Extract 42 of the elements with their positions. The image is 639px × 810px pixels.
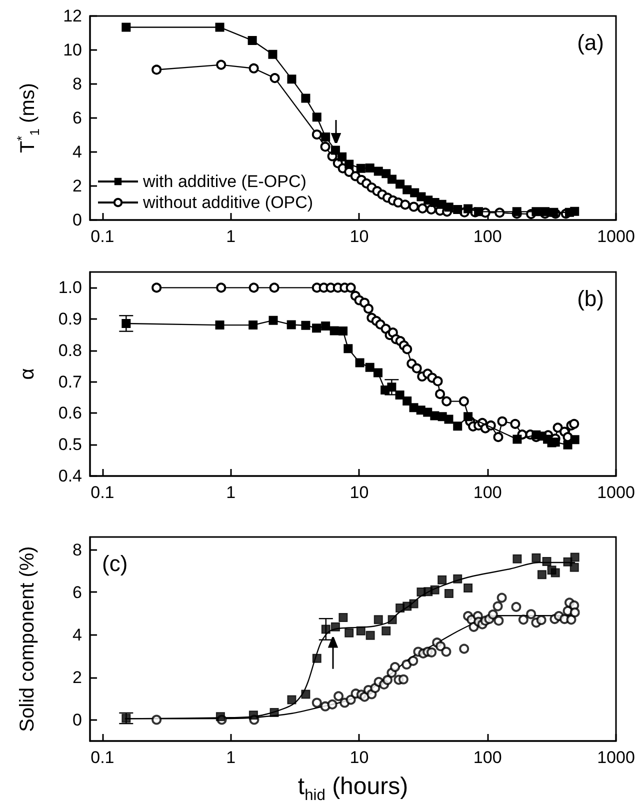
- y-tick-label: 2: [72, 176, 82, 196]
- y-axis-title: α: [16, 368, 40, 380]
- y-tick-label: 0.5: [58, 435, 82, 454]
- y-tick-label: 0: [72, 210, 82, 230]
- x-tick-label: 0.1: [90, 483, 114, 502]
- x-tick-label: 1000: [597, 748, 635, 767]
- x-tick-label: 0.1: [90, 748, 114, 767]
- x-tick-label: 1000: [597, 483, 635, 502]
- x-axis-title: t$_{hid}$ (hours): [298, 773, 408, 805]
- annotation: (b): [577, 286, 604, 312]
- y-tick-label: 0: [72, 710, 82, 730]
- x-tick-label: 100: [473, 748, 502, 767]
- x-tick-label: 1: [226, 483, 236, 502]
- x-tick-label: 1: [226, 748, 236, 767]
- y-tick-label: 1.0: [58, 278, 82, 298]
- x-tick-label: 0.1: [90, 227, 114, 246]
- legend-label: without additive (OPC): [142, 193, 314, 212]
- annotation: (a): [577, 30, 604, 56]
- x-tick-label: 1: [226, 227, 236, 246]
- x-tick-label: 10: [350, 748, 369, 767]
- y-tick-label: 8: [72, 74, 82, 94]
- y-tick-label: 6: [72, 108, 82, 128]
- x-tick-label: 100: [473, 227, 502, 246]
- y-tick-label: 2: [72, 668, 82, 687]
- annotation: (c): [102, 551, 128, 577]
- x-tick-label: 1000: [597, 227, 635, 246]
- y-tick-label: 6: [72, 582, 82, 602]
- y-tick-label: 0.7: [58, 372, 82, 392]
- y-tick-label: 8: [72, 540, 82, 560]
- y-axis-title: Solid component (%): [16, 546, 40, 732]
- x-tick-label: 10: [350, 227, 369, 246]
- x-tick-label: 10: [350, 483, 369, 502]
- y-tick-label: 0.4: [58, 466, 82, 486]
- y-tick-label: 4: [72, 142, 82, 162]
- y-tick-label: 4: [72, 625, 82, 644]
- legend-label: with additive (E-OPC): [142, 172, 306, 191]
- y-tick-label: 0.8: [58, 340, 82, 360]
- y-tick-label: 12: [63, 6, 82, 26]
- y-tick-label: 0.9: [58, 310, 82, 329]
- y-tick-label: 0.6: [58, 404, 82, 423]
- x-tick-label: 100: [473, 483, 502, 502]
- y-tick-label: 10: [63, 40, 82, 60]
